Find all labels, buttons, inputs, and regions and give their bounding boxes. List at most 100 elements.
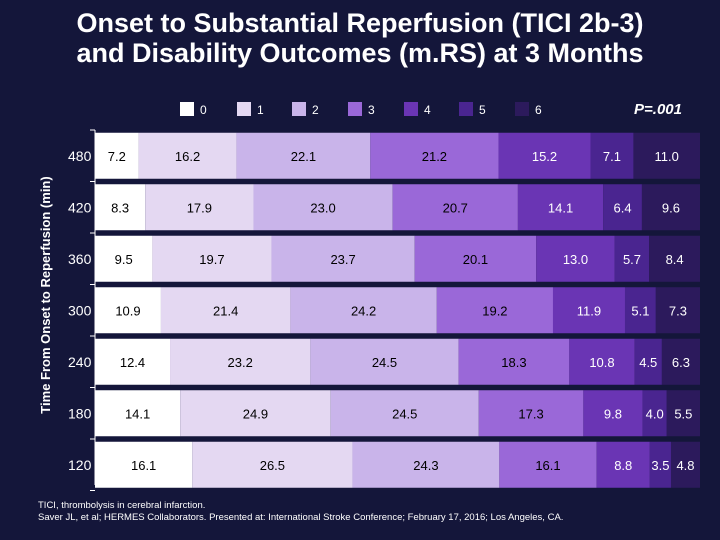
legend-swatch-6: [515, 102, 529, 116]
bar-segment-420-mrs4: [517, 184, 604, 231]
bar-segment-120-mrs6: [670, 441, 700, 488]
legend-label-1: 1: [257, 103, 264, 117]
legend-swatch-1: [237, 102, 251, 116]
data-label-180-mrs6: 5.5: [674, 406, 692, 421]
data-label-480-mrs2: 22.1: [291, 149, 316, 164]
bar-segment-480-mrs1: [138, 132, 237, 179]
bar-segment-480-mrs6: [633, 132, 700, 179]
bar-segment-240-mrs0: [95, 338, 171, 385]
bar-segment-420-mrs1: [145, 184, 254, 231]
data-label-120-mrs2: 24.3: [413, 458, 438, 473]
data-label-180-mrs5: 4.0: [646, 406, 664, 421]
data-label-480-mrs3: 21.2: [422, 149, 447, 164]
footnote: TICI, thrombolysis in cerebral infarctio…: [38, 500, 563, 524]
bar-segment-180-mrs5: [642, 390, 667, 437]
bar-segment-360-mrs3: [414, 235, 537, 282]
data-label-360-mrs2: 23.7: [330, 252, 355, 267]
p-value-label: P=.001: [634, 101, 682, 118]
legend-label-6: 6: [535, 103, 542, 117]
bar-segment-120-mrs2: [352, 441, 500, 488]
bar-segment-180-mrs4: [583, 390, 643, 437]
data-label-360-mrs6: 8.4: [666, 252, 684, 267]
chart-title-line-2: and Disability Outcomes (m.RS) at 3 Mont…: [76, 38, 644, 68]
bar-segment-180-mrs1: [180, 390, 331, 437]
bar-segment-240-mrs5: [634, 338, 662, 385]
bar-segment-360-mrs4: [536, 235, 615, 282]
bar-segment-300-mrs6: [655, 287, 700, 334]
chart-title: Onset to Substantial Reperfusion (TICI 2…: [0, 8, 720, 68]
bar-segment-360-mrs6: [649, 235, 700, 282]
bar-segment-180-mrs2: [330, 390, 479, 437]
data-label-240-mrs4: 10.8: [589, 355, 614, 370]
data-label-120-mrs6: 4.8: [676, 458, 694, 473]
legend: 0 1 2 3 4 5 6: [180, 102, 542, 117]
legend-label-4: 4: [424, 103, 431, 117]
data-label-420-mrs1: 17.9: [187, 200, 212, 215]
data-label-240-mrs3: 18.3: [501, 355, 526, 370]
data-label-240-mrs0: 12.4: [120, 355, 145, 370]
y-tick-label-480: 480: [68, 148, 92, 164]
bar-segment-120-mrs3: [499, 441, 597, 488]
bar-segment-120-mrs1: [192, 441, 353, 488]
legend-swatch-2: [292, 102, 306, 116]
data-label-300-mrs4: 11.9: [577, 303, 601, 318]
legend-label-2: 2: [312, 103, 319, 117]
data-label-180-mrs2: 24.5: [392, 406, 417, 421]
y-tick-label-120: 120: [68, 457, 92, 473]
data-label-360-mrs0: 9.5: [115, 252, 133, 267]
y-tick-label-300: 300: [68, 302, 92, 318]
bar-segment-300-mrs0: [95, 287, 161, 334]
y-tick-label-420: 420: [68, 199, 92, 215]
bar-segment-420-mrs6: [641, 184, 700, 231]
bar-segment-240-mrs3: [458, 338, 570, 385]
data-label-300-mrs0: 10.9: [115, 303, 140, 318]
data-label-240-mrs1: 23.2: [228, 355, 253, 370]
data-label-120-mrs0: 16.1: [131, 458, 156, 473]
data-label-120-mrs1: 26.5: [260, 458, 285, 473]
bars: 7.2 16.2 22.1 21.2 15.2 7.1 11.0 8.3 17.9 23.0 20.…: [95, 132, 700, 488]
bar-segment-300-mrs4: [552, 287, 625, 334]
bar-segment-360-mrs0: [95, 235, 153, 282]
data-label-300-mrs5: 5.1: [631, 303, 649, 318]
data-label-420-mrs0: 8.3: [111, 200, 129, 215]
bar-segment-240-mrs6: [661, 338, 700, 385]
bar-segment-480-mrs5: [590, 132, 634, 179]
data-label-360-mrs4: 13.0: [563, 252, 588, 267]
data-label-420-mrs2: 23.0: [310, 200, 335, 215]
data-label-480-mrs1: 16.2: [175, 149, 200, 164]
bar-segment-360-mrs1: [152, 235, 272, 282]
bar-segment-120-mrs4: [596, 441, 650, 488]
data-label-360-mrs5: 5.7: [623, 252, 641, 267]
bar-segment-120-mrs0: [95, 441, 193, 488]
bar-segment-300-mrs3: [436, 287, 553, 334]
bar-segment-480-mrs4: [498, 132, 591, 179]
legend-swatch-4: [404, 102, 418, 116]
bar-segment-420-mrs5: [603, 184, 642, 231]
bar-segment-120-mrs5: [649, 441, 671, 488]
data-label-300-mrs1: 21.4: [213, 303, 238, 318]
data-label-420-mrs6: 9.6: [662, 200, 680, 215]
data-label-240-mrs6: 6.3: [672, 355, 690, 370]
legend-label-5: 5: [479, 103, 486, 117]
bar-segment-300-mrs1: [160, 287, 291, 334]
bar-segment-420-mrs3: [392, 184, 518, 231]
bar-segment-240-mrs2: [310, 338, 459, 385]
stacked-bar-chart: 0 1 2 3 4 5 6 P=.001 Time From Onset to Reperf…: [38, 101, 700, 491]
data-label-480-mrs5: 7.1: [603, 149, 621, 164]
data-label-360-mrs3: 20.1: [463, 252, 488, 267]
data-label-240-mrs2: 24.5: [372, 355, 397, 370]
legend-swatch-3: [348, 102, 362, 116]
data-label-120-mrs4: 8.8: [614, 458, 632, 473]
y-tick-label-360: 360: [68, 251, 92, 267]
bar-segment-300-mrs2: [290, 287, 437, 334]
y-axis-ticks: 480 420 360 300 240 180 120: [68, 129, 95, 491]
bar-segment-240-mrs1: [170, 338, 311, 385]
y-tick-label-180: 180: [68, 405, 92, 421]
footnote-definition: TICI, thrombolysis in cerebral infarctio…: [38, 500, 206, 511]
data-label-240-mrs5: 4.5: [639, 355, 657, 370]
bar-segment-300-mrs5: [624, 287, 656, 334]
footnote-citation: Saver JL, et al; HERMES Collaborators. P…: [38, 512, 564, 523]
data-label-300-mrs2: 24.2: [351, 303, 376, 318]
data-label-420-mrs3: 20.7: [443, 200, 468, 215]
bar-segment-360-mrs2: [271, 235, 415, 282]
